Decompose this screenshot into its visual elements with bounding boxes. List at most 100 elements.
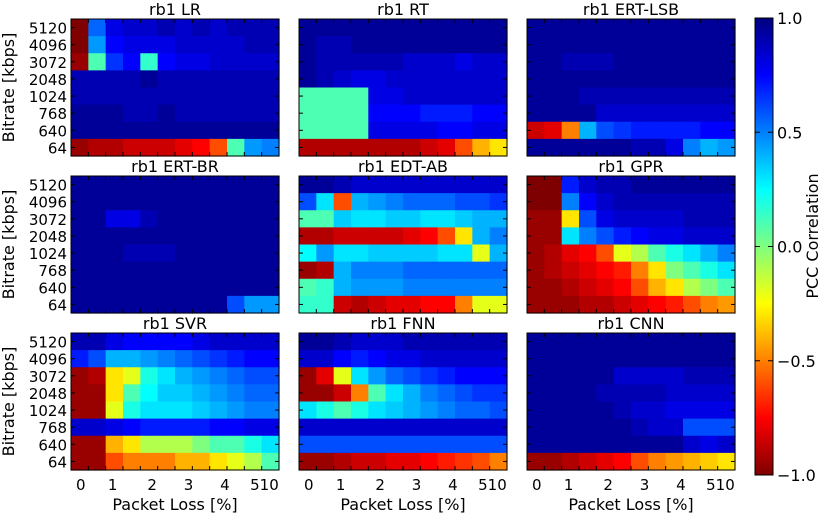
heatmap-cell xyxy=(261,278,280,297)
heatmap-cell xyxy=(140,70,159,89)
heatmap-cell xyxy=(561,87,580,106)
panel-title: rb1 SVR xyxy=(143,314,207,333)
heatmap-cell xyxy=(683,176,701,194)
heatmap-cell xyxy=(140,176,159,194)
heatmap-cell xyxy=(175,227,193,246)
heatmap-cell xyxy=(368,261,387,280)
heatmap-cell xyxy=(717,278,736,297)
heatmap-cell xyxy=(596,87,615,106)
heatmap-cell xyxy=(527,435,545,454)
heatmap-cell xyxy=(613,227,632,246)
x-tick-label: 4 xyxy=(676,476,686,494)
heatmap-cell xyxy=(261,176,280,194)
heatmap-cell xyxy=(717,53,736,71)
heatmap-cell xyxy=(613,418,632,437)
heatmap-cell xyxy=(455,104,473,123)
heatmap-cell xyxy=(527,384,545,403)
heatmap-cell xyxy=(631,138,649,157)
heatmap-cell xyxy=(333,261,352,280)
heatmap-cell xyxy=(579,244,597,263)
heatmap-cell xyxy=(717,452,736,471)
heatmap-cell xyxy=(71,452,89,471)
heatmap-cell xyxy=(527,87,545,106)
heatmap-cell xyxy=(157,278,176,297)
heatmap-cell xyxy=(175,87,193,106)
y-tick-label: 64 xyxy=(48,453,67,471)
heatmap-cell xyxy=(596,104,615,123)
heatmap-cell xyxy=(437,87,456,106)
heatmap-cell xyxy=(561,350,580,368)
heatmap-cell xyxy=(227,53,245,71)
heatmap-cell xyxy=(88,350,107,368)
heatmap-cell xyxy=(420,104,439,123)
heatmap-cell xyxy=(175,401,193,420)
heatmap-cell xyxy=(596,295,615,314)
heatmap-cell xyxy=(561,36,580,54)
heatmap-cell xyxy=(140,121,159,140)
heatmap-cell xyxy=(472,193,491,211)
heatmap-cell xyxy=(299,333,317,351)
heatmap-cell xyxy=(244,367,263,385)
heatmap-cell xyxy=(157,121,176,140)
y-tick-label: 3072 xyxy=(29,54,67,72)
heatmap-cell xyxy=(88,452,107,471)
heatmap-cell xyxy=(192,138,211,157)
heatmap-cell xyxy=(596,138,615,157)
heatmap-cell xyxy=(209,176,228,194)
heatmap-cell xyxy=(71,295,89,314)
heatmap-cell xyxy=(123,418,141,437)
heatmap-cell xyxy=(437,121,456,140)
heatmap-cell xyxy=(385,19,404,37)
heatmap-cell xyxy=(613,435,632,454)
heatmap-cell xyxy=(244,87,263,106)
heatmap-cell xyxy=(105,418,124,437)
heatmap-cell xyxy=(157,384,176,403)
heatmap-cell xyxy=(437,295,456,314)
heatmap-cell xyxy=(437,36,456,54)
heatmap-cell xyxy=(544,19,563,37)
x-tick-label: 3 xyxy=(412,476,422,494)
heatmap-cell xyxy=(244,261,263,280)
heatmap-cell xyxy=(631,53,649,71)
heatmap-cell xyxy=(544,384,563,403)
heatmap-cell xyxy=(175,53,193,71)
heatmap-cell xyxy=(455,384,473,403)
heatmap-cell xyxy=(192,435,211,454)
heatmap-cell xyxy=(527,452,545,471)
heatmap-cell xyxy=(455,401,473,420)
heatmap-cell xyxy=(420,138,439,157)
heatmap-cell xyxy=(596,333,615,351)
heatmap-cell xyxy=(244,278,263,297)
heatmap-cell xyxy=(472,138,491,157)
heatmap-cell xyxy=(700,176,719,194)
heatmap-cell xyxy=(175,244,193,263)
heatmap-cell xyxy=(140,435,159,454)
heatmap-cell xyxy=(579,176,597,194)
heatmap-cell xyxy=(455,261,473,280)
heatmap-cell xyxy=(227,121,245,140)
heatmap-cell xyxy=(105,19,124,37)
heatmap-cell xyxy=(333,176,352,194)
heatmap-cell xyxy=(561,384,580,403)
heatmap-cell xyxy=(455,87,473,106)
heatmap-cell xyxy=(385,261,404,280)
heatmap-cell xyxy=(420,53,439,71)
heatmap-cell xyxy=(351,176,369,194)
heatmap-cell xyxy=(157,244,176,263)
heatmap-cell xyxy=(333,333,352,351)
heatmap-cell xyxy=(385,104,404,123)
heatmap-cell xyxy=(683,53,701,71)
heatmap-cell xyxy=(420,87,439,106)
heatmap-cell xyxy=(631,435,649,454)
heatmap-cell xyxy=(455,367,473,385)
heatmap-cell xyxy=(192,121,211,140)
heatmap-cell xyxy=(631,36,649,54)
heatmap-cell xyxy=(472,261,491,280)
heatmap-cell xyxy=(544,452,563,471)
heatmap-cell xyxy=(631,452,649,471)
heatmap-cell xyxy=(472,87,491,106)
heatmap-cell xyxy=(385,176,404,194)
heatmap-cell xyxy=(244,244,263,263)
heatmap-cell xyxy=(351,36,369,54)
heatmap-panel: rb1 CNN 0 1 2 3 4 510 Packet Loss [%] xyxy=(526,314,736,514)
